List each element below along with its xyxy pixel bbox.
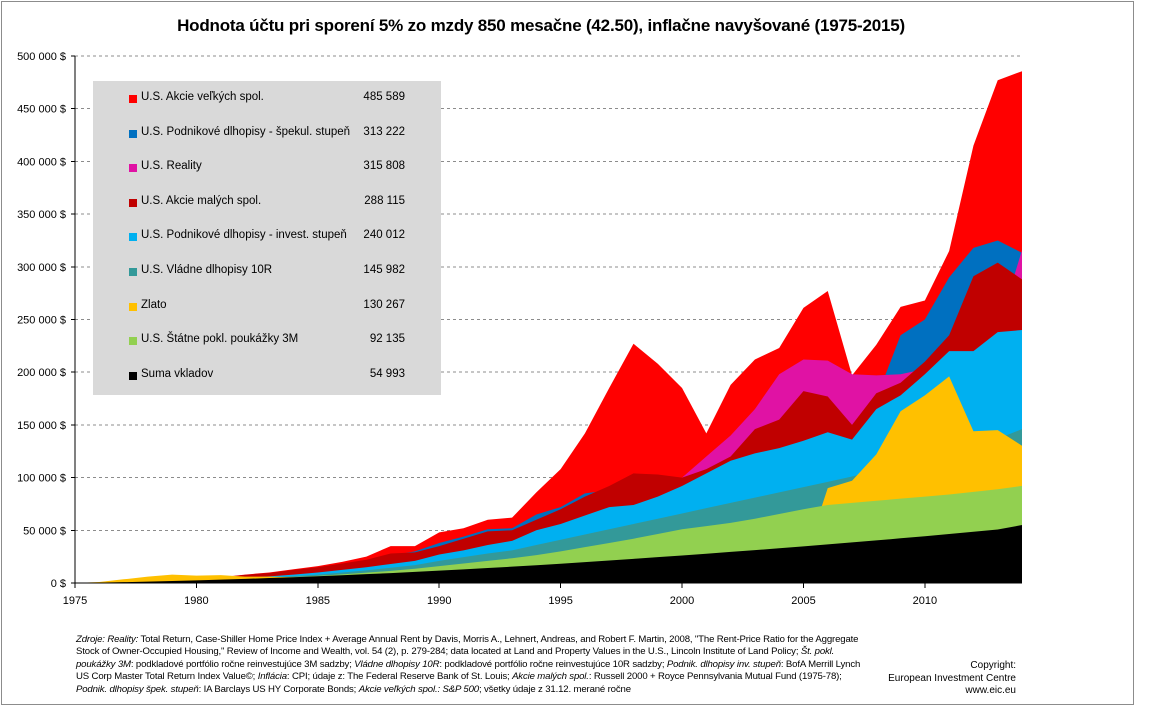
legend-item: U.S. Reality 315 808: [93, 158, 441, 178]
legend-value: 130 267: [363, 298, 405, 311]
legend-value: 315 808: [363, 160, 405, 173]
y-tick-label: 100 000 $: [17, 473, 66, 485]
legend-label: U.S. Podnikové dlhopisy - invest. stupeň: [141, 229, 347, 242]
legend-value: 485 589: [363, 91, 405, 103]
src-podnik-inv-text: : BofA Merrill Lynch US Corp Master Tota…: [76, 658, 861, 683]
legend-label: Zlato: [141, 298, 167, 311]
src-podnik-spek-text: : IA Barclays US HY Corporate Bonds;: [198, 683, 359, 695]
y-tick-label: 150 000 $: [17, 420, 66, 432]
legend-swatch: [129, 95, 137, 103]
y-tick-label: 250 000 $: [17, 315, 66, 327]
src-inflacia-label: Inflácia: [257, 671, 287, 683]
y-tick-label: 450 000 $: [17, 104, 66, 116]
x-tick-label: 1980: [184, 595, 208, 607]
legend-label: U.S. Akcie veľkých spol.: [141, 91, 264, 103]
copyright-org: European Investment Centre: [888, 672, 1016, 684]
src-male-text: : Russell 2000 + Royce Pennsylvania Mutu…: [588, 671, 842, 683]
src-vladne-text: : podkladové portfólio ročne reinvestujú…: [439, 658, 667, 670]
legend-value: 240 012: [363, 229, 405, 242]
legend-value: 54 993: [369, 367, 405, 380]
legend-item: U.S. Akcie malých spol. 288 115: [93, 193, 441, 213]
legend-item: U.S. Podnikové dlhopisy - špekul. stupeň…: [93, 124, 441, 144]
legend-item: Suma vkladov 54 993: [93, 366, 441, 386]
x-tick-label: 2005: [791, 595, 815, 607]
legend-value: 92 135: [369, 333, 405, 346]
sources-label: Zdroje:: [76, 634, 105, 645]
legend-label: U.S. Podnikové dlhopisy - špekul. stupeň: [141, 125, 351, 138]
copyright-block: Copyright: European Investment Centre ww…: [880, 660, 1016, 698]
src-inflacia-text: : CPI; údaje z: The Federal Reserve Bank…: [286, 671, 513, 683]
legend: U.S. Akcie veľkých spol. 485 589 U.S. Podn…: [93, 81, 441, 395]
legend-value: 313 222: [363, 125, 405, 138]
y-tick-label: 50 000 $: [23, 525, 66, 537]
src-reality-text: Total Return, Case-Shiller Home Price In…: [76, 634, 859, 658]
x-tick-label: 1985: [306, 595, 330, 607]
src-reality-label: Reality:: [107, 634, 139, 645]
legend-swatch: [129, 233, 137, 242]
series-area-suma-vkladov: [75, 525, 1022, 583]
y-tick-label: 350 000 $: [17, 209, 66, 221]
legend-label: Suma vkladov: [141, 367, 214, 380]
legend-item: U.S. Vládne dlhopisy 10R 145 982: [93, 262, 441, 282]
legend-item: U.S. Akcie veľkých spol. 485 589: [93, 89, 441, 109]
chart-frame: [1, 1, 1134, 705]
src-velke-label: Akcie veľkých spol.: S&P 500: [358, 683, 479, 695]
series-areas: [75, 71, 1022, 583]
legend-swatch: [129, 129, 137, 138]
src-podnik-spek-label: Podnik. dlhopisy špek. stupeň: [76, 683, 199, 695]
legend-item: U.S. Štátne pokl. poukážky 3M 92 135: [93, 331, 441, 351]
x-tick-label: 1995: [548, 595, 572, 607]
legend-item: U.S. Podnikové dlhopisy - invest. stupeň…: [93, 227, 441, 247]
legend-label: U.S. Akcie malých spol.: [141, 194, 262, 207]
y-tick-label: 300 000 $: [17, 262, 66, 274]
x-tick-label: 1990: [427, 595, 451, 607]
legend-swatch: [129, 371, 137, 380]
legend-label: U.S. Štátne pokl. poukážky 3M: [141, 333, 299, 346]
chart-title: Hodnota účtu pri sporení 5% zo mzdy 850 …: [177, 16, 905, 35]
copyright-url[interactable]: www.eic.eu: [965, 685, 1016, 696]
src-velke-text: ; všetky údaje z 31.12. merané ročne: [478, 683, 631, 695]
legend-swatch: [129, 198, 137, 207]
legend-label: U.S. Vládne dlhopisy 10R: [141, 264, 273, 276]
sources-note: Zdroje: Reality: Total Return, Case-Shil…: [76, 634, 866, 696]
legend-value: 145 982: [363, 264, 405, 276]
y-tick-labels: 0 $ 50 000 $ 100 000 $ 150 000 $ 200 000 $ 25…: [17, 51, 75, 590]
src-stpokl-label: Št. pokl. poukážky 3M: [76, 646, 835, 670]
legend-swatch: [129, 337, 137, 346]
y-tick-label: 500 000 $: [17, 51, 66, 63]
legend-item: Zlato 130 267: [93, 297, 441, 317]
legend-swatch: [129, 164, 137, 173]
src-podnik-inv-label: Podnik. dlhopisy inv. stupeň: [666, 658, 781, 670]
src-stpokl-text: : podkladové portfólio ročne reinvestujú…: [130, 658, 355, 670]
legend-value: 288 115: [364, 194, 405, 207]
y-tick-label: 200 000 $: [17, 367, 66, 379]
y-tick-label: 0 $: [51, 578, 66, 590]
legend-swatch: [129, 268, 137, 276]
x-tick-label: 2000: [670, 595, 694, 607]
y-tick-label: 400 000 $: [17, 156, 66, 168]
legend-label: U.S. Reality: [141, 160, 202, 173]
x-tick-label: 2010: [913, 595, 937, 607]
src-male-label: Akcie malých spol.: [512, 671, 589, 683]
legend-swatch: [129, 302, 137, 311]
x-tick-label: 1975: [63, 595, 87, 607]
src-vladne-label: Vládne dlhopisy 10R: [354, 658, 440, 670]
x-tick-labels: 1975 1980 1985 1990 1995 2000 2005 2010: [63, 583, 937, 607]
copyright-label: Copyright:: [970, 660, 1016, 671]
